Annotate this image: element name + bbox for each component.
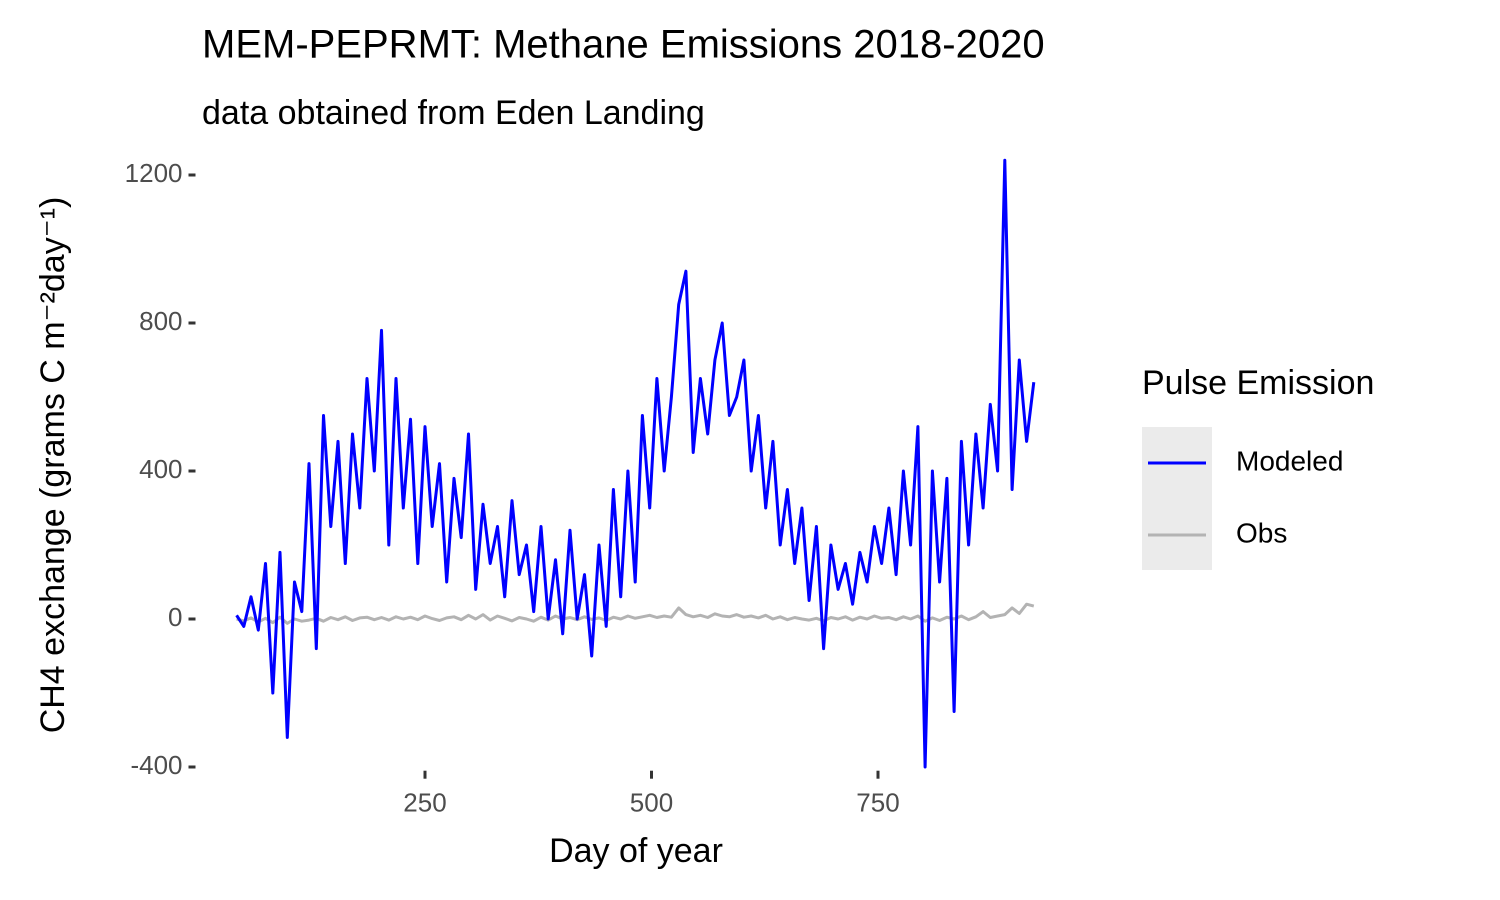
chart-subtitle: data obtained from Eden Landing <box>202 94 705 132</box>
series-line <box>235 158 1036 769</box>
legend-key-background <box>1142 427 1212 570</box>
y-tick-label: 800 <box>139 306 182 336</box>
y-tick-label: 400 <box>139 454 182 484</box>
legend-label: Obs <box>1236 517 1287 548</box>
x-tick-label: 750 <box>856 788 899 818</box>
y-tick-label: -400 <box>130 750 182 780</box>
y-tick-label: 0 <box>168 602 182 632</box>
legend-label: Modeled <box>1236 445 1343 476</box>
series-line <box>236 602 1035 625</box>
x-axis-title: Day of year <box>549 832 723 870</box>
y-axis-title: CH4 exchange (grams C m⁻²day⁻¹) <box>34 197 72 734</box>
legend-title: Pulse Emission <box>1142 364 1374 402</box>
x-tick-label: 250 <box>403 788 446 818</box>
x-tick-label: 500 <box>630 788 673 818</box>
chart-title: MEM-PEPRMT: Methane Emissions 2018-2020 <box>202 23 1045 67</box>
y-tick-label: 1200 <box>125 158 183 188</box>
